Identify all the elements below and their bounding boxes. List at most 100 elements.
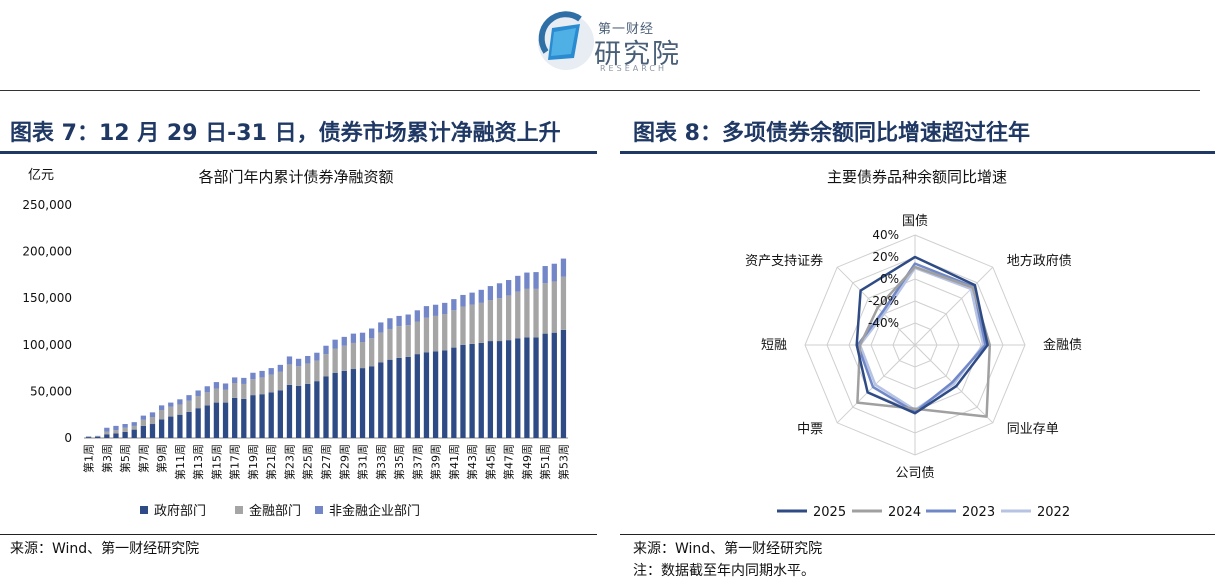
bar-segment xyxy=(268,392,274,438)
bar-segment xyxy=(104,434,110,438)
bar-segment xyxy=(405,314,411,326)
bar-segment xyxy=(432,351,439,438)
bar-segment xyxy=(369,366,375,438)
bar-segment xyxy=(551,281,557,333)
bar-x-tick-label: 第23周 xyxy=(283,444,297,480)
bar-segment xyxy=(359,368,366,438)
bar-segment xyxy=(542,266,548,284)
bar-segment xyxy=(222,402,229,438)
bar-segment xyxy=(122,431,128,438)
bar-segment xyxy=(168,406,174,417)
bar-segment xyxy=(268,368,274,375)
bar-segment xyxy=(378,362,384,438)
bar-x-tick-label: 第45周 xyxy=(483,444,497,480)
radar-spoke xyxy=(914,266,994,346)
radar-axis-label: 国债 xyxy=(902,214,928,229)
bar-segment xyxy=(524,288,530,338)
bar-segment xyxy=(423,352,430,438)
right-note: 注：数据截至年内同期水平。 xyxy=(633,563,815,579)
bar-segment xyxy=(113,430,119,434)
bar-segment xyxy=(122,424,128,428)
bar-segment xyxy=(332,339,338,349)
bar-segment xyxy=(442,314,448,351)
bar-segment xyxy=(487,286,494,301)
bar-segment xyxy=(259,370,265,378)
bar-segment xyxy=(496,298,503,342)
radar-legend-label: 2022 xyxy=(1037,505,1070,520)
bar-y-unit: 亿元 xyxy=(28,168,54,183)
bar-legend-label: 金融部门 xyxy=(249,503,301,519)
bar-segment xyxy=(158,410,165,420)
bar-x-tick-label: 第27周 xyxy=(319,444,333,480)
bar-segment xyxy=(359,332,366,342)
bar-segment xyxy=(314,360,320,382)
bar-segment xyxy=(131,429,137,438)
bar-segment xyxy=(442,302,448,315)
bar-segment xyxy=(341,336,347,346)
bar-segment xyxy=(186,395,192,401)
bar-segment xyxy=(295,366,302,386)
bar-segment xyxy=(140,415,147,420)
bar-x-tick-label: 第1周 xyxy=(82,444,96,473)
radar-axis-label: 中票 xyxy=(797,422,823,437)
bar-y-tick-label: 250,000 xyxy=(22,198,72,212)
bar-segment xyxy=(350,333,357,343)
bar-segment xyxy=(387,359,393,438)
bar-segment xyxy=(305,383,311,438)
logo-emblem-icon xyxy=(538,11,594,70)
bar-segment xyxy=(241,383,247,399)
bar-segment xyxy=(396,357,402,438)
bar-segment xyxy=(478,289,484,303)
bar-segment xyxy=(369,338,375,367)
bar-segment xyxy=(478,342,484,438)
bar-segment xyxy=(487,341,494,438)
radar-axis-label: 地方政府债 xyxy=(1007,253,1072,269)
bar-segment xyxy=(177,404,183,415)
right-title-rule xyxy=(620,151,1215,154)
bar-segment xyxy=(250,372,256,380)
bar-segment xyxy=(542,333,548,438)
bar-segment xyxy=(259,377,265,395)
radar-ring-label: 40% xyxy=(872,228,899,242)
bar-x-tick-label: 第9周 xyxy=(155,444,169,473)
bar-segment xyxy=(113,433,119,438)
bar-segment xyxy=(496,341,503,438)
bar-chart-title: 各部门年内累计债券净融资额 xyxy=(198,168,393,186)
bar-y-tick-label: 50,000 xyxy=(30,384,72,398)
bar-x-tick-label: 第47周 xyxy=(502,444,516,480)
bar-segment xyxy=(451,347,457,438)
bar-segment xyxy=(158,419,165,438)
bar-segment xyxy=(533,337,539,438)
bar-segment xyxy=(286,356,293,365)
bar-x-tick-label: 第3周 xyxy=(100,444,114,473)
bar-segment xyxy=(451,299,457,311)
radar-axis-label: 同业存单 xyxy=(1007,422,1059,437)
bar-segment xyxy=(286,384,293,438)
radar-axis-label: 短融 xyxy=(761,338,787,353)
radar-chart: 主要债券品种余额同比增速 40% 20% 0% -20% -40% 国债地方政府债金融债同… xyxy=(745,168,1082,520)
bar-segment xyxy=(369,328,375,339)
bar-y-tick-label: 200,000 xyxy=(22,245,72,259)
bar-segment xyxy=(268,374,274,393)
bar-x-tick-label: 第37周 xyxy=(410,444,424,480)
bar-segment xyxy=(423,317,430,353)
bar-segment xyxy=(213,388,220,403)
bar-x-tick-label: 第33周 xyxy=(374,444,388,480)
bar-segment xyxy=(177,414,183,438)
bar-segment xyxy=(314,352,320,361)
bar-segment xyxy=(204,392,210,406)
bar-segment xyxy=(168,402,174,407)
bar-segment xyxy=(204,405,210,438)
bar-segment xyxy=(560,329,567,438)
bar-x-tick-label: 第21周 xyxy=(264,444,278,480)
right-source: 来源：Wind、第一财经研究院 xyxy=(633,541,823,557)
bar-segment xyxy=(414,354,420,438)
bar-legend-swatch xyxy=(140,506,148,514)
bar-segment xyxy=(533,288,539,338)
bar-segment xyxy=(213,402,220,438)
bar-segment xyxy=(487,300,494,342)
bar-segment xyxy=(332,372,338,438)
bar-legend-swatch xyxy=(235,506,243,514)
bar-segment xyxy=(222,383,229,390)
bar-segment xyxy=(177,399,183,405)
